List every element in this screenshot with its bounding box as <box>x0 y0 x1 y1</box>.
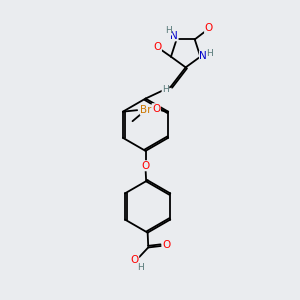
Text: O: O <box>130 255 139 265</box>
Text: H: H <box>162 85 169 94</box>
Text: O: O <box>205 23 213 33</box>
Text: H: H <box>137 263 144 272</box>
Text: H: H <box>206 49 213 58</box>
Text: O: O <box>152 104 160 114</box>
Text: O: O <box>153 42 161 52</box>
Text: O: O <box>163 240 171 250</box>
Text: N: N <box>200 51 207 61</box>
Text: O: O <box>141 161 150 171</box>
Text: H: H <box>165 26 172 35</box>
Text: N: N <box>170 31 178 41</box>
Text: Br: Br <box>140 105 152 115</box>
